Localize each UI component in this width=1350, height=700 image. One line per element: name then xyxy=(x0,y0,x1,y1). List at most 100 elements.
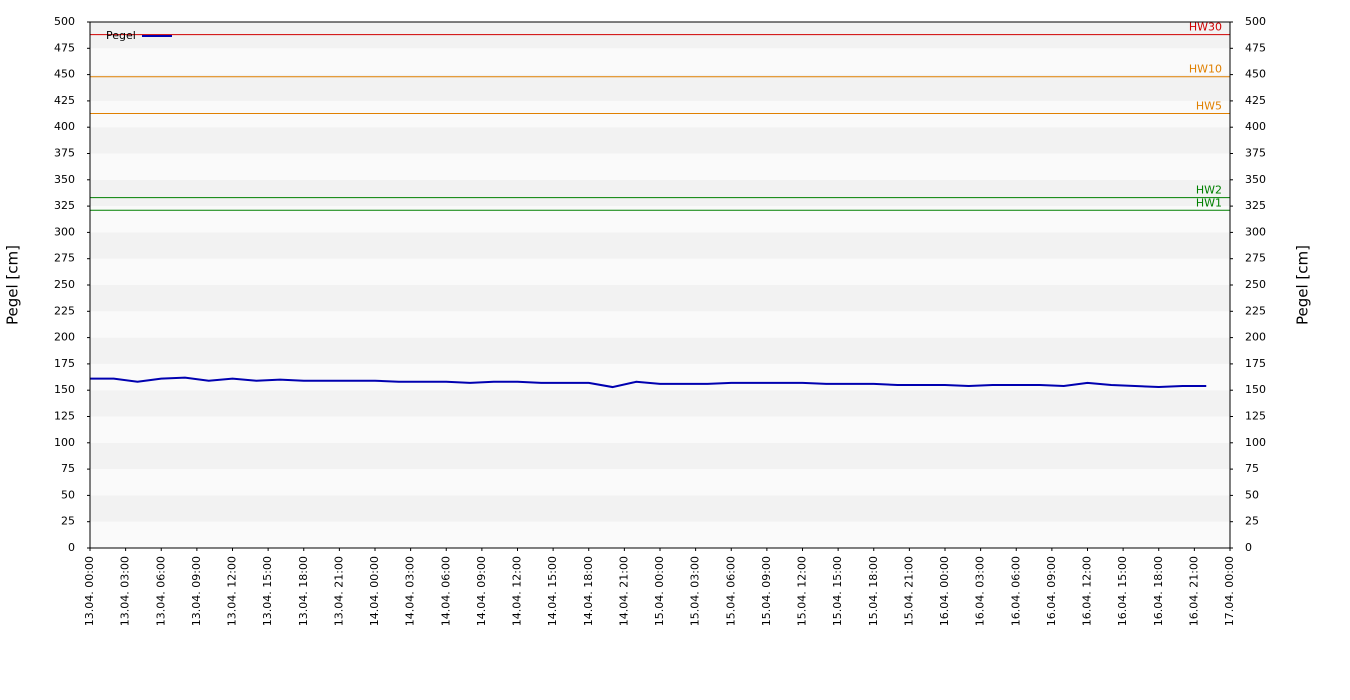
y2-tick-label: 375 xyxy=(1245,147,1266,160)
x-tick-label: 15.04. 00:00 xyxy=(653,556,666,626)
y-tick-label: 350 xyxy=(54,173,75,186)
y-tick-label: 125 xyxy=(54,410,75,423)
y-tick-label: 500 xyxy=(54,15,75,28)
grid-band xyxy=(90,127,1230,154)
y2-tick-label: 275 xyxy=(1245,252,1266,265)
y2-tick-label: 225 xyxy=(1245,304,1266,317)
x-tick-label: 16.04. 15:00 xyxy=(1116,556,1129,626)
grid-band xyxy=(90,442,1230,470)
y2-tick-label: 175 xyxy=(1245,357,1266,370)
x-tick-label: 14.04. 06:00 xyxy=(439,556,452,626)
y2-tick-label: 75 xyxy=(1245,462,1259,475)
x-tick-label: 15.04. 15:00 xyxy=(831,556,844,626)
grid-band xyxy=(90,258,1230,285)
x-tick-label: 16.04. 09:00 xyxy=(1045,556,1058,626)
y-tick-label: 25 xyxy=(61,515,75,528)
y-tick-label: 300 xyxy=(54,225,75,238)
x-tick-label: 14.04. 18:00 xyxy=(582,556,595,626)
grid-band xyxy=(90,521,1230,548)
y-tick-label: 225 xyxy=(54,304,75,317)
y2-tick-label: 450 xyxy=(1245,68,1266,81)
grid-band xyxy=(90,74,1230,101)
x-tick-label: 14.04. 09:00 xyxy=(475,556,488,626)
x-tick-label: 13.04. 06:00 xyxy=(154,556,167,626)
y-tick-label: 375 xyxy=(54,147,75,160)
y-tick-label: 400 xyxy=(54,120,75,133)
y2-tick-label: 200 xyxy=(1245,331,1266,344)
y2-tick-label: 500 xyxy=(1245,15,1266,28)
y-tick-label: 425 xyxy=(54,94,75,107)
x-tick-label: 16.04. 18:00 xyxy=(1152,556,1165,626)
x-tick-label: 13.04. 12:00 xyxy=(226,556,239,626)
x-tick-label: 16.04. 00:00 xyxy=(938,556,951,626)
y-tick-label: 50 xyxy=(61,488,75,501)
x-tick-label: 14.04. 15:00 xyxy=(546,556,559,626)
x-tick-label: 13.04. 18:00 xyxy=(297,556,310,626)
y2-axis-title: Pegel [cm] xyxy=(1294,245,1312,325)
grid-band xyxy=(90,390,1230,417)
y2-tick-label: 350 xyxy=(1245,173,1266,186)
y-tick-label: 0 xyxy=(68,541,75,554)
threshold-label: HW2 xyxy=(1196,184,1222,197)
x-tick-label: 13.04. 15:00 xyxy=(261,556,274,626)
grid-band xyxy=(90,153,1230,180)
x-tick-label: 16.04. 21:00 xyxy=(1187,556,1200,626)
plot-frame xyxy=(89,21,1231,549)
y2-tick-label: 300 xyxy=(1245,225,1266,238)
x-tick-label: 14.04. 12:00 xyxy=(511,556,524,626)
y2-tick-label: 475 xyxy=(1245,41,1266,54)
threshold-label: HW1 xyxy=(1196,196,1222,209)
y2-tick-label: 325 xyxy=(1245,199,1266,212)
threshold-label: HW5 xyxy=(1196,100,1222,113)
y2-tick-label: 250 xyxy=(1245,278,1266,291)
grid-band xyxy=(90,469,1230,496)
x-tick-label: 14.04. 00:00 xyxy=(368,556,381,626)
x-tick-label: 15.04. 03:00 xyxy=(689,556,702,626)
y2-tick-label: 25 xyxy=(1245,515,1259,528)
y-tick-label: 450 xyxy=(54,68,75,81)
y-tick-label: 325 xyxy=(54,199,75,212)
y2-tick-label: 0 xyxy=(1245,541,1252,554)
x-tick-label: 15.04. 21:00 xyxy=(902,556,915,626)
x-tick-label: 16.04. 12:00 xyxy=(1081,556,1094,626)
grid-band xyxy=(90,22,1230,49)
y-tick-label: 250 xyxy=(54,278,75,291)
x-tick-label: 14.04. 03:00 xyxy=(404,556,417,626)
threshold-label: HW30 xyxy=(1189,21,1222,34)
y-tick-label: 75 xyxy=(61,462,75,475)
grid-band xyxy=(90,179,1230,207)
grid-band xyxy=(90,232,1230,259)
x-tick-label: 14.04. 21:00 xyxy=(617,556,630,626)
grid-band xyxy=(90,337,1230,364)
y-tick-label: 275 xyxy=(54,252,75,265)
grid-band xyxy=(90,311,1230,338)
x-tick-label: 15.04. 18:00 xyxy=(867,556,880,626)
grid-band xyxy=(90,48,1230,75)
x-tick-label: 16.04. 03:00 xyxy=(974,556,987,626)
y2-tick-label: 50 xyxy=(1245,488,1259,501)
y2-tick-label: 425 xyxy=(1245,94,1266,107)
y2-tick-label: 100 xyxy=(1245,436,1266,449)
x-tick-label: 15.04. 09:00 xyxy=(760,556,773,626)
grid-band xyxy=(90,285,1230,312)
y2-tick-label: 150 xyxy=(1245,383,1266,396)
grid-band xyxy=(90,416,1230,443)
grid-band xyxy=(90,100,1230,128)
y-tick-label: 200 xyxy=(54,331,75,344)
y-tick-label: 100 xyxy=(54,436,75,449)
y-tick-label: 475 xyxy=(54,41,75,54)
x-tick-label: 15.04. 12:00 xyxy=(796,556,809,626)
series-line xyxy=(90,376,1207,389)
x-tick-label: 15.04. 06:00 xyxy=(724,556,737,626)
x-tick-label: 16.04. 06:00 xyxy=(1009,556,1022,626)
y-tick-label: 150 xyxy=(54,383,75,396)
x-tick-label: 17.04. 00:00 xyxy=(1223,556,1236,626)
y-tick-label: 175 xyxy=(54,357,75,370)
grid-band xyxy=(90,495,1230,522)
threshold-label: HW10 xyxy=(1189,63,1222,76)
y-axis-title: Pegel [cm] xyxy=(4,245,22,325)
y2-tick-label: 125 xyxy=(1245,410,1266,423)
x-tick-label: 13.04. 03:00 xyxy=(119,556,132,626)
legend-label: Pegel xyxy=(106,29,136,42)
